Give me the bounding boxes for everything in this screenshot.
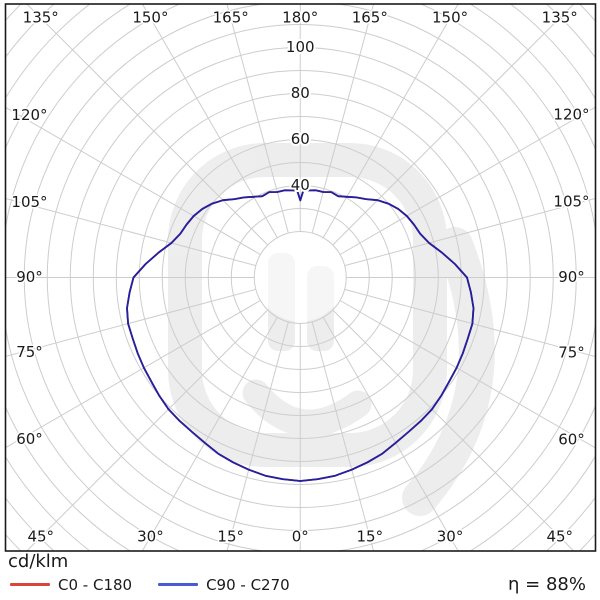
angle-label-165deg-right: 165° xyxy=(352,9,388,27)
watermark-rounded-square xyxy=(168,143,447,467)
grid-radial-line xyxy=(5,288,256,357)
grid-radial-line xyxy=(226,321,289,551)
angle-label-135deg-right: 135° xyxy=(542,9,578,27)
legend-label-c0-c180: C0 - C180 xyxy=(58,575,133,594)
angle-label-135deg-left: 135° xyxy=(23,9,59,27)
legend-swatch-c0-c180 xyxy=(10,583,50,586)
angle-label-105deg-left: 105° xyxy=(11,193,47,211)
polar-grid xyxy=(5,4,596,551)
grid-radial-line xyxy=(26,309,269,551)
angle-label-30deg-right: 30° xyxy=(437,528,464,546)
grid-radial-line xyxy=(26,4,269,246)
radial-tick-40: 40 xyxy=(291,176,310,194)
angle-label-90deg-left: 90° xyxy=(16,268,43,286)
angle-label-150deg-left: 150° xyxy=(132,9,168,27)
angle-label-0deg-right: 0° xyxy=(292,528,309,546)
grid-radial-line xyxy=(322,317,459,551)
angle-label-150deg-right: 150° xyxy=(432,9,468,27)
grid-radial-line xyxy=(339,300,596,449)
legend-label-c90-c270: C90 - C270 xyxy=(206,575,290,594)
grid-radial-line xyxy=(311,321,375,551)
grid-radial-line xyxy=(339,106,596,255)
curve-c90-c270 xyxy=(126,189,475,482)
angle-label-120deg-right: 120° xyxy=(553,106,589,124)
angle-label-60deg-left: 60° xyxy=(16,430,43,448)
grid-radial-line xyxy=(5,106,261,255)
grid-radial-line xyxy=(332,4,575,246)
grid-radial-line xyxy=(332,309,575,551)
efficiency-label: η = 88% xyxy=(508,574,586,595)
polar-intensity-chart: 40 60 80 100 0° 15° 15° 30° 30° 45° 45° 60° 60° 75° 75… xyxy=(4,3,597,552)
legend-row: C0 - C180 C90 - C270 η = 88% xyxy=(10,574,586,595)
grid-radial-line xyxy=(344,197,596,267)
grid-radial-line xyxy=(141,317,278,551)
chart-footer: cd/klm C0 - C180 C90 - C270 η = 88% xyxy=(0,551,600,596)
angle-label-15deg-right: 15° xyxy=(356,528,383,546)
angle-label-180deg-right: 180° xyxy=(282,9,318,27)
angle-label-75deg-left: 75° xyxy=(16,343,43,361)
chart-frame xyxy=(4,3,597,552)
watermark-tail xyxy=(402,227,495,516)
angle-label-30deg-left: 30° xyxy=(137,528,164,546)
distributor-logo-watermark xyxy=(168,143,495,516)
legend-swatch-c90-c270 xyxy=(158,583,199,586)
unit-label: cd/klm xyxy=(8,551,69,572)
angle-label-120deg-left: 120° xyxy=(11,106,47,124)
radial-tick-100: 100 xyxy=(286,38,315,56)
center-blank-disc xyxy=(256,233,345,322)
intensity-curves xyxy=(126,189,475,482)
angle-label-75deg-right: 75° xyxy=(558,343,585,361)
angle-label-105deg-right: 105° xyxy=(553,193,589,211)
angle-label-45deg-left: 45° xyxy=(27,528,54,546)
angle-label-60deg-right: 60° xyxy=(558,430,585,448)
grid-radial-line xyxy=(311,4,375,234)
grid-radial-line xyxy=(5,300,261,449)
grid-radial-line xyxy=(344,288,596,358)
angle-label-165deg-left: 165° xyxy=(213,9,249,27)
angle-labels: 0° 15° 15° 30° 30° 45° 45° 60° 60° 75° 75° 90° 90° 10… xyxy=(10,7,591,547)
grid-radial-line xyxy=(226,4,289,234)
angle-label-45deg-right: 45° xyxy=(546,528,573,546)
grid-radial-line xyxy=(5,198,256,267)
angle-label-15deg-left: 15° xyxy=(217,528,244,546)
grid-radial-line xyxy=(141,4,278,238)
watermark-bar xyxy=(268,253,295,351)
radial-tick-labels: 40 60 80 100 xyxy=(284,36,317,196)
grid-radial-line xyxy=(322,4,459,238)
radial-tick-80: 80 xyxy=(291,84,310,102)
radial-tick-60: 60 xyxy=(291,130,310,148)
angle-label-90deg-right: 90° xyxy=(558,268,585,286)
